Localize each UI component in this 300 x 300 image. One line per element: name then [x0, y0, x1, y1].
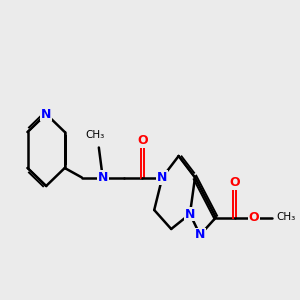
- Text: N: N: [185, 208, 195, 220]
- Text: O: O: [248, 211, 259, 224]
- Text: O: O: [137, 134, 148, 148]
- Text: N: N: [98, 171, 108, 184]
- Text: N: N: [195, 229, 205, 242]
- Text: CH₃: CH₃: [276, 212, 295, 223]
- Text: N: N: [157, 171, 167, 184]
- Text: O: O: [229, 176, 240, 189]
- Text: CH₃: CH₃: [85, 130, 105, 140]
- Text: N: N: [41, 107, 51, 121]
